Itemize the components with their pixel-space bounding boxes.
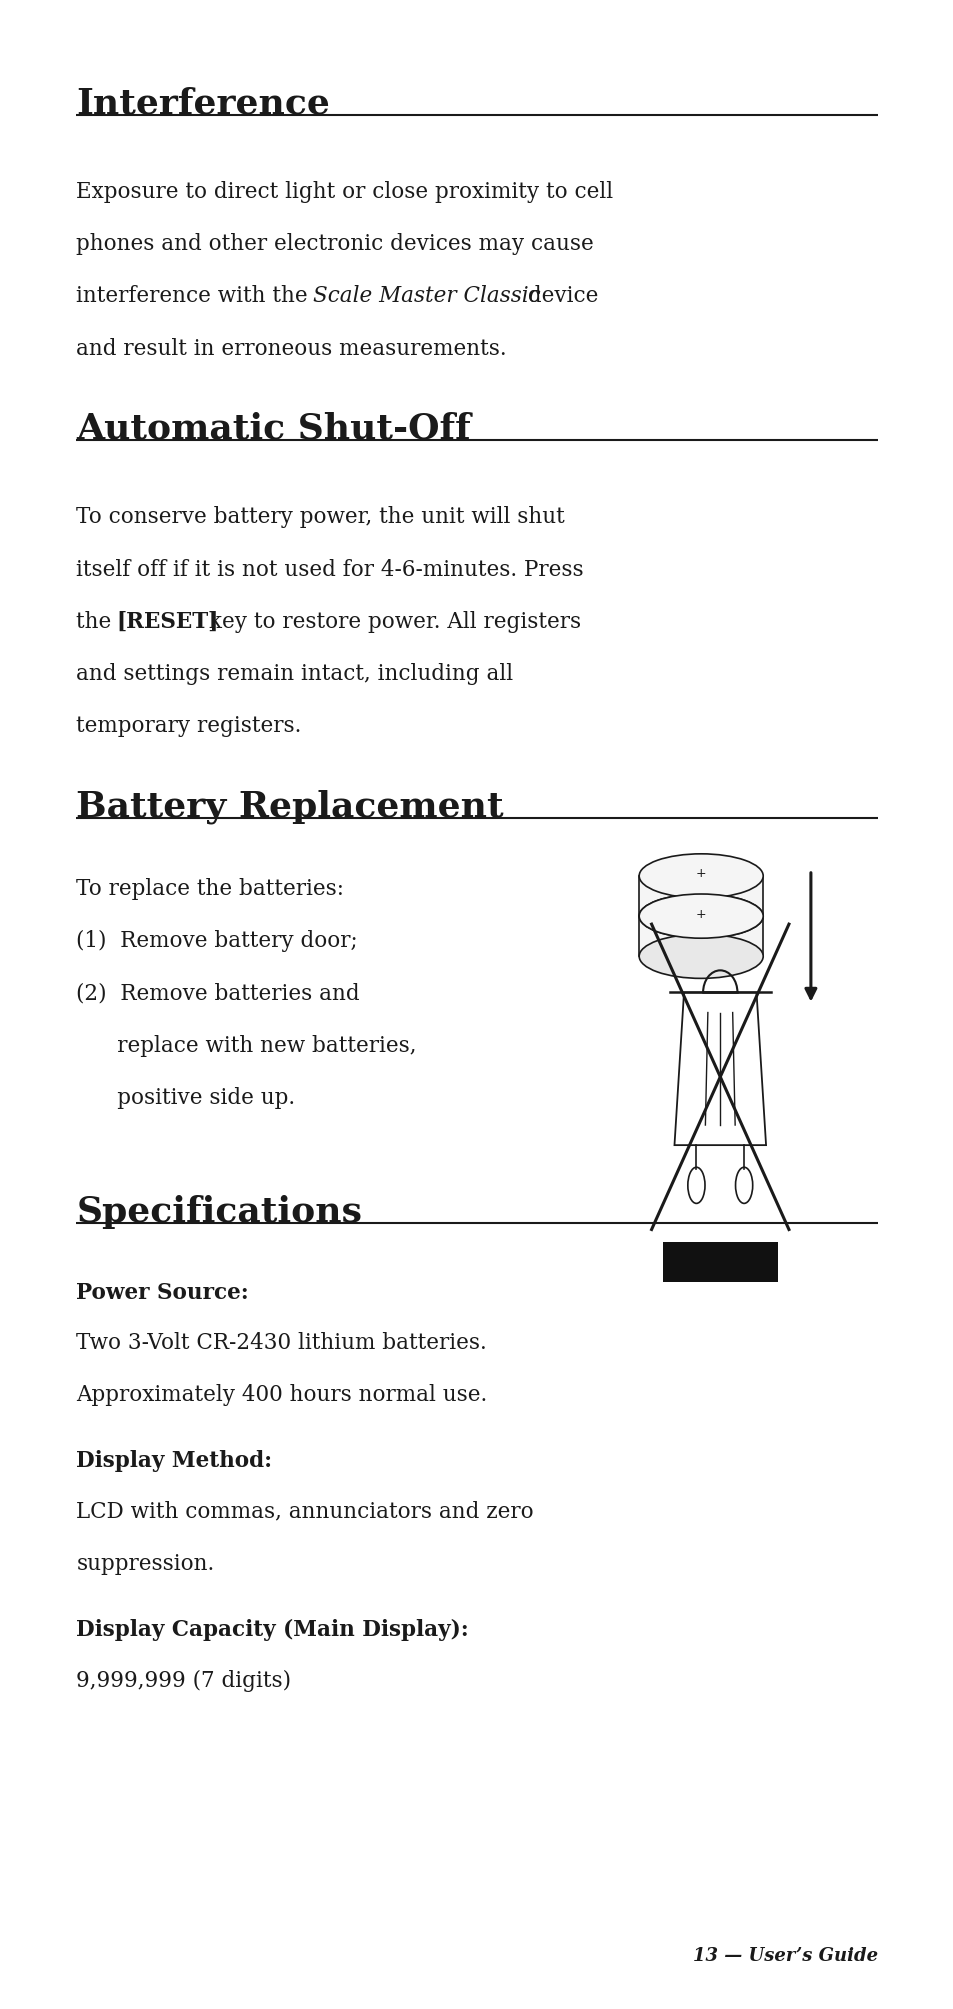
Text: To conserve battery power, the unit will shut: To conserve battery power, the unit will…	[76, 506, 564, 528]
Ellipse shape	[639, 854, 762, 898]
Text: and settings remain intact, including all: and settings remain intact, including al…	[76, 663, 513, 685]
Bar	[639, 876, 762, 916]
Ellipse shape	[639, 894, 762, 938]
Bar	[639, 916, 762, 956]
Text: replace with new batteries,: replace with new batteries,	[76, 1035, 416, 1057]
Text: +: +	[695, 908, 706, 920]
Ellipse shape	[639, 894, 762, 938]
Text: 13 — User’s Guide: 13 — User’s Guide	[692, 1947, 877, 1965]
Text: Exposure to direct light or close proximity to cell: Exposure to direct light or close proxim…	[76, 181, 613, 203]
Text: Display Capacity (Main Display):: Display Capacity (Main Display):	[76, 1619, 469, 1641]
Text: temporary registers.: temporary registers.	[76, 715, 301, 737]
Text: Power Source:: Power Source:	[76, 1282, 249, 1304]
Text: +: +	[695, 868, 706, 880]
Text: suppression.: suppression.	[76, 1553, 214, 1575]
Text: (2)  Remove batteries and: (2) Remove batteries and	[76, 982, 359, 1004]
Text: phones and other electronic devices may cause: phones and other electronic devices may …	[76, 233, 594, 255]
Text: Approximately 400 hours normal use.: Approximately 400 hours normal use.	[76, 1384, 487, 1406]
Text: positive side up.: positive side up.	[76, 1087, 295, 1109]
Text: Scale Master Classic: Scale Master Classic	[313, 285, 540, 307]
Text: [RESET]: [RESET]	[116, 611, 218, 633]
Text: interference with the: interference with the	[76, 285, 314, 307]
Text: LCD with commas, annunciators and zero: LCD with commas, annunciators and zero	[76, 1501, 534, 1523]
Text: the: the	[76, 611, 118, 633]
Ellipse shape	[639, 934, 762, 978]
Text: key to restore power. All registers: key to restore power. All registers	[202, 611, 580, 633]
Text: device: device	[520, 285, 598, 307]
Text: Specifications: Specifications	[76, 1195, 362, 1230]
Text: To replace the batteries:: To replace the batteries:	[76, 878, 344, 900]
Bar	[662, 1242, 777, 1282]
Text: 9,999,999 (7 digits): 9,999,999 (7 digits)	[76, 1669, 291, 1692]
Text: Two 3-Volt CR-2430 lithium batteries.: Two 3-Volt CR-2430 lithium batteries.	[76, 1332, 487, 1354]
Text: Interference: Interference	[76, 86, 330, 121]
Text: and result in erroneous measurements.: and result in erroneous measurements.	[76, 338, 506, 360]
Text: itself off if it is not used for 4-6-minutes. Press: itself off if it is not used for 4-6-min…	[76, 559, 583, 581]
Text: Automatic Shut-Off: Automatic Shut-Off	[76, 412, 471, 446]
Text: (1)  Remove battery door;: (1) Remove battery door;	[76, 930, 357, 952]
Text: Display Method:: Display Method:	[76, 1450, 273, 1473]
Text: Battery Replacement: Battery Replacement	[76, 790, 503, 824]
